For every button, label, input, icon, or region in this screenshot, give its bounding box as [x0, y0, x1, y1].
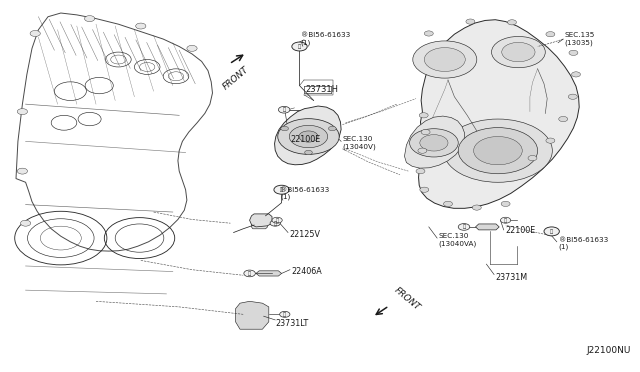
Circle shape	[413, 41, 477, 78]
Circle shape	[569, 50, 578, 55]
Circle shape	[421, 129, 430, 135]
Text: ®Bl56-61633
(1): ®Bl56-61633 (1)	[280, 187, 330, 200]
Circle shape	[278, 119, 339, 154]
Circle shape	[187, 45, 197, 51]
Text: Ⓑ: Ⓑ	[274, 221, 276, 226]
Circle shape	[419, 113, 428, 118]
Text: SEC.130
(13040VA): SEC.130 (13040VA)	[438, 233, 477, 247]
Circle shape	[474, 137, 522, 165]
Circle shape	[466, 19, 475, 24]
Text: ®Bl56-61633
(1): ®Bl56-61633 (1)	[301, 32, 350, 46]
Circle shape	[244, 270, 255, 277]
Circle shape	[289, 125, 328, 148]
Circle shape	[17, 109, 28, 115]
Circle shape	[492, 36, 545, 68]
Polygon shape	[476, 224, 499, 230]
Circle shape	[281, 126, 289, 131]
Text: Ⓑ: Ⓑ	[463, 224, 465, 230]
Circle shape	[424, 31, 433, 36]
Circle shape	[572, 72, 580, 77]
Text: J22100NU: J22100NU	[586, 346, 630, 355]
Polygon shape	[419, 20, 579, 208]
Polygon shape	[404, 116, 465, 168]
Text: ®Bl56-61633
(1): ®Bl56-61633 (1)	[559, 237, 608, 250]
Circle shape	[559, 116, 568, 122]
Circle shape	[458, 128, 538, 174]
Circle shape	[528, 155, 537, 161]
Circle shape	[272, 217, 282, 223]
Circle shape	[424, 48, 465, 71]
Text: Ⓑ: Ⓑ	[283, 107, 285, 112]
Circle shape	[270, 220, 280, 226]
Polygon shape	[275, 106, 341, 165]
Circle shape	[546, 32, 555, 37]
Text: FRONT: FRONT	[221, 65, 250, 92]
Circle shape	[500, 217, 511, 223]
Polygon shape	[250, 214, 272, 227]
Circle shape	[292, 42, 307, 51]
Circle shape	[546, 138, 555, 143]
Circle shape	[568, 94, 577, 99]
Circle shape	[508, 20, 516, 25]
Circle shape	[20, 220, 31, 226]
Text: 23731M: 23731M	[495, 273, 527, 282]
Text: FRONT: FRONT	[393, 286, 422, 313]
Circle shape	[444, 201, 452, 206]
Polygon shape	[252, 218, 268, 229]
Circle shape	[418, 148, 427, 153]
Text: 22100E: 22100E	[506, 226, 536, 235]
Circle shape	[502, 42, 535, 62]
Circle shape	[299, 131, 318, 142]
Circle shape	[136, 23, 146, 29]
Circle shape	[420, 135, 448, 151]
Circle shape	[278, 106, 290, 113]
Text: Ⓑ: Ⓑ	[504, 218, 507, 223]
Circle shape	[84, 16, 95, 22]
Circle shape	[274, 185, 289, 194]
Circle shape	[305, 150, 312, 155]
Polygon shape	[256, 271, 282, 276]
Text: 22406A: 22406A	[291, 267, 322, 276]
Circle shape	[17, 168, 28, 174]
Circle shape	[280, 311, 290, 317]
Circle shape	[472, 205, 481, 210]
Circle shape	[501, 201, 510, 206]
Text: Ⓑ: Ⓑ	[276, 218, 278, 223]
Circle shape	[30, 31, 40, 36]
Text: 23731H: 23731H	[305, 85, 339, 94]
Circle shape	[328, 126, 336, 131]
Circle shape	[420, 187, 429, 192]
Text: Ⓑ: Ⓑ	[298, 44, 301, 49]
Text: Ⓑ: Ⓑ	[284, 312, 286, 317]
Circle shape	[458, 224, 470, 230]
Text: Ⓑ: Ⓑ	[248, 271, 251, 276]
Circle shape	[410, 129, 458, 157]
Circle shape	[416, 169, 425, 174]
Polygon shape	[236, 301, 269, 329]
Circle shape	[544, 227, 559, 236]
Text: SEC.135
(13035): SEC.135 (13035)	[564, 32, 595, 46]
Text: Ⓑ: Ⓑ	[550, 229, 553, 234]
Text: SEC.130
(13040V): SEC.130 (13040V)	[342, 137, 376, 150]
Text: 22125V: 22125V	[289, 230, 320, 239]
Text: Ⓑ: Ⓑ	[280, 187, 283, 192]
Circle shape	[444, 119, 552, 182]
Text: 22100E: 22100E	[290, 135, 320, 144]
Text: 23731LT: 23731LT	[275, 319, 308, 328]
